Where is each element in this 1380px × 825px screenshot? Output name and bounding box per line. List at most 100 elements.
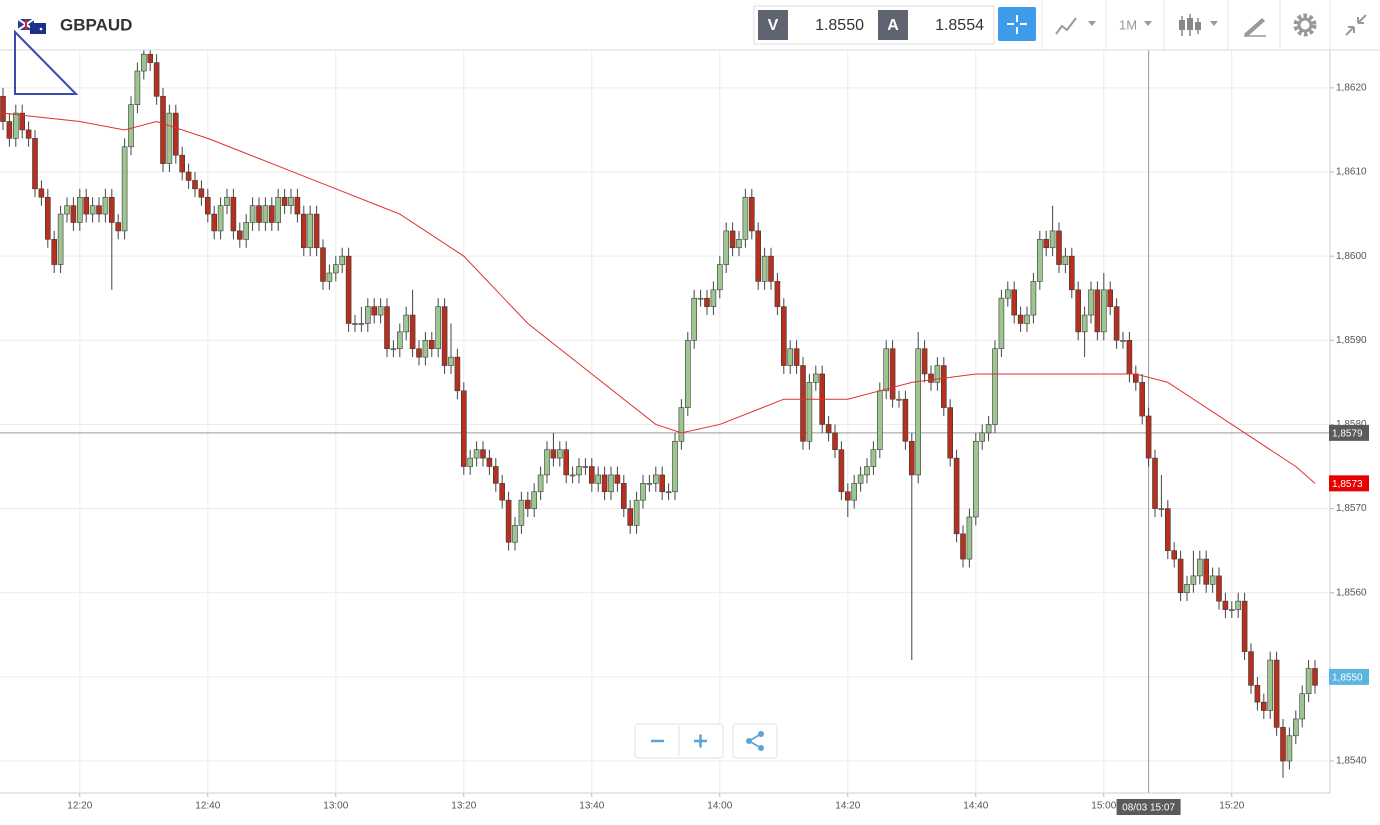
candle-body — [652, 474, 659, 484]
candle-body — [1273, 659, 1280, 728]
candle-body — [1165, 508, 1171, 551]
candle-body — [1248, 651, 1254, 686]
candle-body — [806, 382, 813, 442]
x-tick-label: 13:40 — [579, 801, 604, 812]
candle-body — [544, 449, 550, 476]
candle-body — [115, 222, 121, 232]
candle-body — [1229, 609, 1235, 611]
candle-body — [1101, 289, 1107, 333]
candle-body — [1037, 239, 1043, 282]
timeframe-button[interactable]: 1M — [1119, 17, 1152, 32]
candle-body — [332, 264, 339, 274]
candle-body — [672, 440, 678, 493]
candle-body — [205, 196, 211, 215]
y-tick-label: 1,8610 — [1336, 167, 1367, 178]
candle-body — [876, 390, 883, 450]
candle-body — [761, 255, 768, 282]
candle-body — [1241, 600, 1248, 652]
candle-body — [384, 306, 390, 350]
candle-body — [1145, 415, 1152, 459]
crosshair-price-box — [1329, 424, 1369, 441]
candle-body — [851, 483, 858, 501]
y-tick-label: 1,8590 — [1336, 335, 1367, 346]
moving-average — [2, 112, 1316, 484]
candle-body — [934, 365, 941, 383]
candle-body — [595, 474, 602, 484]
candle-body — [109, 196, 115, 223]
candle-body — [729, 230, 736, 249]
drawn-triangle[interactable] — [14, 29, 79, 95]
candle-body — [793, 348, 800, 366]
candle-body — [915, 348, 922, 476]
candle-body — [998, 297, 1005, 350]
candle-body — [486, 457, 493, 467]
crosshair-time-label: 08/03 15:07 — [1122, 803, 1175, 814]
price-marker — [1329, 668, 1369, 685]
candle-body — [275, 196, 282, 223]
header: GBPAUD V 1.8550 A 1.8554 1M — [0, 0, 1380, 51]
candle-body — [326, 272, 333, 282]
candle-body — [473, 449, 480, 459]
candle-body — [1299, 693, 1305, 720]
candle-body — [1120, 340, 1126, 342]
x-tick-label: 14:20 — [835, 801, 860, 812]
candle-type-button[interactable] — [1179, 14, 1218, 36]
chart-style-button[interactable] — [1055, 17, 1096, 35]
collapse-button[interactable] — [1345, 14, 1367, 36]
buy-button[interactable] — [878, 10, 908, 40]
candle-body — [441, 306, 448, 366]
settings-button[interactable] — [1293, 13, 1317, 37]
zoom-in-button[interactable] — [694, 734, 707, 748]
candle-body — [64, 205, 70, 215]
candle-body — [1286, 735, 1293, 762]
candle-body — [396, 331, 403, 350]
candle-body — [742, 196, 749, 240]
candle-body — [96, 205, 102, 215]
crosshair-price-label: 1,8579 — [1332, 429, 1363, 440]
candle-body — [160, 95, 166, 164]
candle-body — [492, 466, 499, 484]
drawing-button[interactable] — [1244, 18, 1266, 37]
candle-body — [1113, 306, 1120, 341]
candle-body — [192, 180, 198, 190]
candle-body — [620, 483, 627, 509]
candle-body — [448, 356, 454, 366]
candle-body — [32, 138, 38, 190]
sell-button[interactable] — [758, 10, 788, 40]
candle-body — [1139, 382, 1145, 417]
candle-body — [1312, 668, 1318, 686]
candle-body — [89, 205, 96, 215]
candle-body — [1209, 575, 1216, 585]
zoom-controls — [634, 723, 778, 759]
candle-body — [832, 432, 838, 450]
candle-body — [691, 297, 698, 341]
crosshair-button[interactable] — [998, 7, 1036, 41]
candle-body — [1056, 230, 1062, 265]
candle-body — [601, 474, 608, 493]
candle-body — [268, 205, 275, 223]
candle-body — [499, 483, 506, 501]
candle-body — [524, 499, 531, 509]
candle-body — [428, 340, 435, 350]
candle-body — [979, 432, 986, 442]
candle-body — [1094, 289, 1101, 333]
buy-price: 1.8554 — [935, 17, 984, 34]
candle-body — [1133, 373, 1139, 383]
candle-body — [294, 196, 301, 215]
candle-body — [313, 213, 320, 249]
share-button[interactable] — [746, 731, 764, 751]
y-tick-label: 1,8570 — [1336, 503, 1367, 514]
plot-area: 1,8540 1,8550 1,8560 1,8570 1,8580 1,8590 1,86… — [0, 45, 1380, 815]
candle-body — [281, 196, 288, 206]
candle-body — [1062, 255, 1069, 265]
candle-body — [1267, 659, 1273, 711]
candle-body — [230, 196, 237, 232]
candle-body — [921, 348, 928, 375]
candle-body — [748, 196, 755, 232]
candle-body — [460, 390, 467, 467]
candle-body — [300, 213, 307, 249]
candle-body — [1235, 600, 1241, 610]
candle-body — [198, 188, 205, 198]
candle-body — [1254, 684, 1261, 703]
candle-body — [966, 516, 973, 560]
